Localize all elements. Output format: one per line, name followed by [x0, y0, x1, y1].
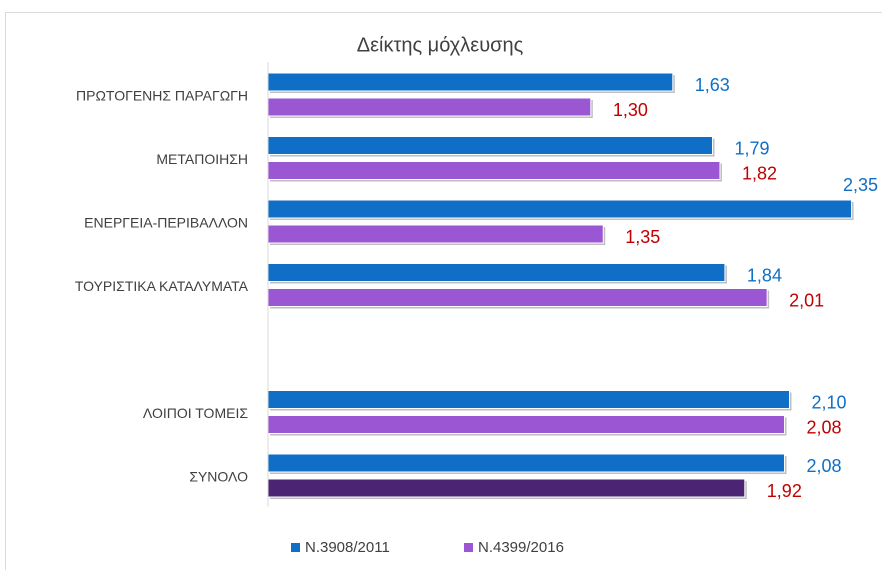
chart-title: Δείκτης μόχλευσης [357, 34, 524, 56]
bar [267, 453, 786, 473]
y-tick-label: ΣΥΝΟΛΟ [189, 469, 248, 485]
bar [267, 263, 726, 282]
bar [267, 199, 853, 219]
y-tick-label: ΛΟΙΠΟΙ ΤΟΜΕΙΣ [143, 405, 248, 421]
value-label: 1,35 [625, 227, 660, 247]
bar [267, 415, 786, 434]
value-label: 2,08 [807, 417, 842, 437]
bar [267, 224, 604, 244]
value-label: 1,79 [735, 138, 770, 158]
legend-swatch [464, 543, 473, 552]
value-label: 2,35 [843, 175, 878, 195]
value-label: 1,82 [742, 163, 777, 183]
bar [267, 161, 721, 180]
value-label: 1,84 [747, 265, 782, 285]
y-tick-label: ΠΡΩΤΟΓΕΝΗΣ ΠΑΡΑΓΩΓΗ [76, 88, 248, 104]
legend-swatch [291, 543, 300, 552]
value-label: 2,10 [812, 392, 847, 412]
bar [267, 478, 746, 498]
legend-label: N.4399/2016 [478, 539, 564, 556]
y-tick-label: ΤΟΥΡΙΣΤΙΚΑ ΚΑΤΑΛΥΜΑΤΑ [75, 278, 249, 294]
bar [267, 288, 768, 307]
legend-label: N.3908/2011 [305, 539, 390, 556]
value-label: 2,01 [789, 290, 824, 310]
bar [267, 97, 592, 117]
bar [267, 136, 714, 155]
bar [267, 72, 674, 92]
value-label: 1,63 [695, 75, 730, 95]
value-label: 2,08 [807, 456, 842, 476]
value-label: 1,30 [613, 100, 648, 120]
y-tick-label: ΜΕΤΑΠΟΙΗΣΗ [156, 151, 248, 167]
y-tick-label: ΕΝΕΡΓΕΙΑ-ΠΕΡΙΒΑΛΛΟΝ [84, 215, 248, 231]
value-label: 1,92 [767, 481, 802, 501]
bar [267, 390, 790, 409]
